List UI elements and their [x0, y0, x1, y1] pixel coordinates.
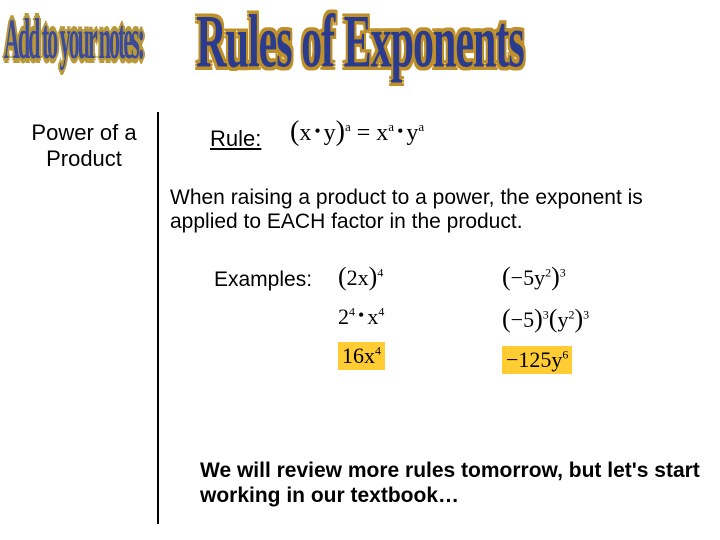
ex1-result: 16x4 [338, 342, 385, 370]
topic-label: Power of a Product [24, 120, 144, 173]
add-to-notes-wordart: Add to your notes: [4, 6, 143, 74]
examples-heading: Examples: [214, 268, 312, 292]
example-column-1: (2x)4 24•x4 16x4 [338, 262, 385, 382]
page-title-wordart: Rules of Exponents [196, 0, 523, 86]
rule-formula: (x•y)a = xa•ya [290, 116, 424, 148]
ex2-step2: (−5)3(y2)3 [502, 304, 589, 334]
example-column-2: (−5y2)3 (−5)3(y2)3 −125y6 [502, 262, 589, 386]
topic-line1: Power of a [31, 120, 136, 145]
vertical-divider [157, 112, 159, 524]
rule-heading: Rule: [210, 126, 261, 152]
footer-note: We will review more rules tomorrow, but … [200, 458, 710, 508]
ex1-step2: 24•x4 [338, 304, 385, 330]
ex2-step1: (−5y2)3 [502, 262, 589, 292]
rule-description: When raising a product to a power, the e… [170, 186, 710, 234]
ex1-step1: (2x)4 [338, 262, 385, 292]
ex2-result: −125y6 [502, 346, 589, 374]
topic-line2: Product [46, 146, 122, 171]
